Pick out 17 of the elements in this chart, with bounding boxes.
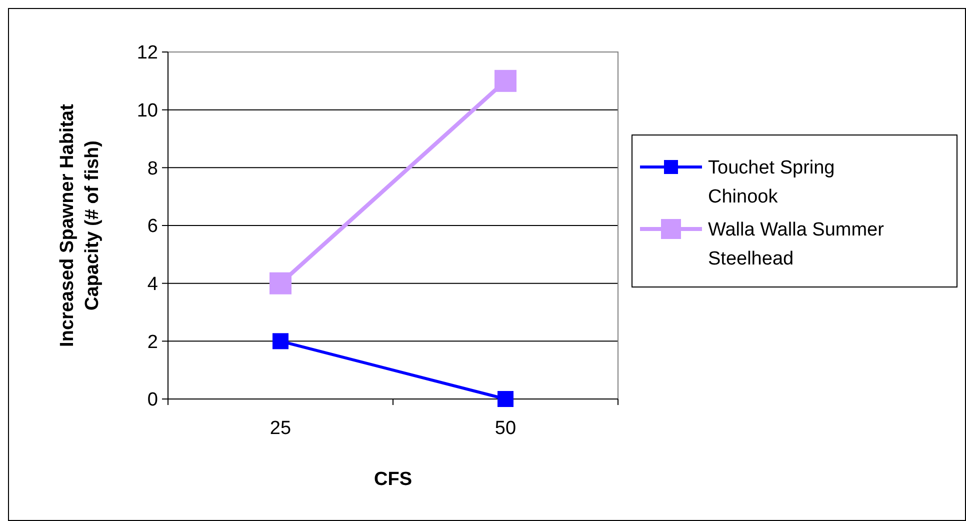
point [498, 391, 514, 407]
legend-label: Walla Walla Summer Steelhead [708, 220, 885, 270]
y-axis-title: Increased Spawner Habitat Capacity (# of fish) [57, 103, 103, 347]
y-tick-label: 12 [136, 42, 158, 64]
y-tick-label: 2 [147, 332, 158, 353]
x-tick-label: 25 [270, 418, 292, 439]
point [494, 70, 516, 92]
y-tick-label: 6 [147, 216, 158, 238]
y-tick-label: 4 [147, 274, 158, 295]
point [270, 272, 292, 294]
y-tick-label: 0 [147, 390, 158, 411]
x-tick-label: 50 [494, 418, 516, 439]
x-axis-title: CFS [374, 469, 412, 490]
y-tick-label: 8 [147, 158, 158, 180]
y-tick-label: 10 [136, 100, 158, 122]
point [272, 333, 288, 350]
legend-label: Touchet Spring Chinook [708, 158, 835, 208]
